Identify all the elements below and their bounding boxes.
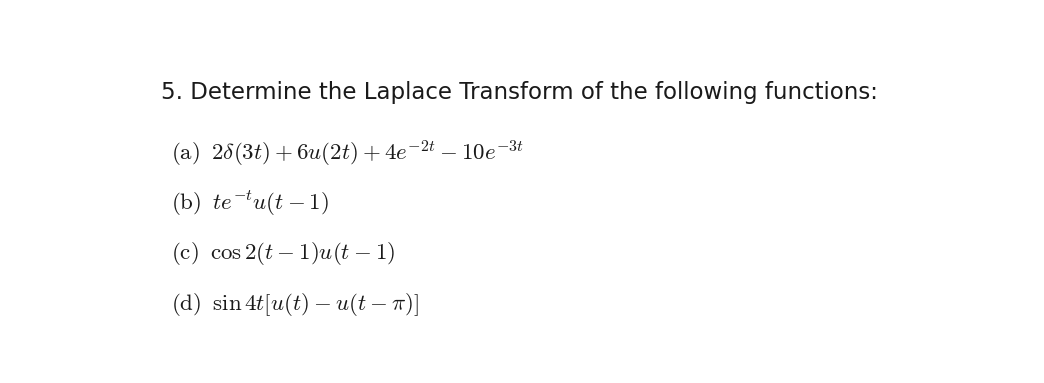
Text: 5. Determine the Laplace Transform of the following functions:: 5. Determine the Laplace Transform of th… [161, 81, 878, 104]
Text: $\mathrm{(b)}\;\; te^{-t}u(t-1)$: $\mathrm{(b)}\;\; te^{-t}u(t-1)$ [171, 189, 329, 218]
Text: $\mathrm{(d)}\;\; \sin 4t[u(t) - u(t-\pi)]$: $\mathrm{(d)}\;\; \sin 4t[u(t) - u(t-\pi… [171, 291, 419, 318]
Text: $\mathrm{(a)}\;\; 2\delta(3t) + 6u(2t) + 4e^{-2t} - 10e^{-3t}$: $\mathrm{(a)}\;\; 2\delta(3t) + 6u(2t) +… [171, 139, 524, 169]
Text: $\mathrm{(c)}\;\; \cos 2(t-1)u(t-1)$: $\mathrm{(c)}\;\; \cos 2(t-1)u(t-1)$ [171, 241, 395, 267]
